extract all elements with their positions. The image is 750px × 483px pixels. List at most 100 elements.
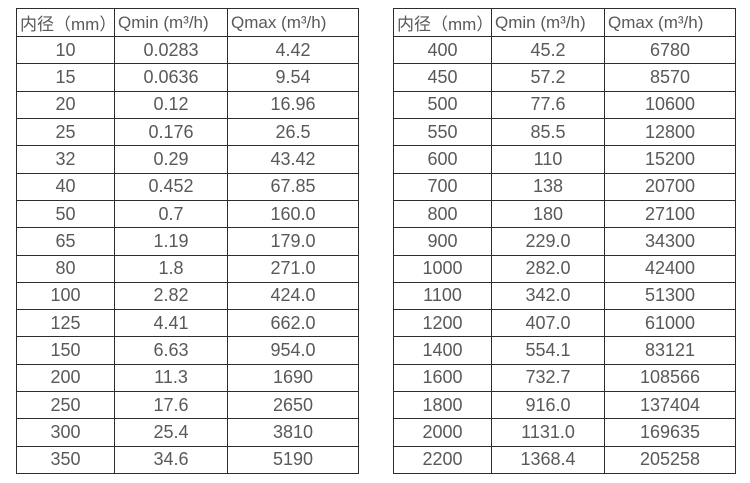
table-row: 400 45.2 6780 [393,35,736,65]
table-row: 125 4.41 662.0 [16,309,359,338]
qmin-cell: 342.0 [491,281,605,311]
diameter-cell: 300 [16,418,115,447]
diameter-cell: 2000 [393,418,492,447]
qmin-cell: 0.0283 [114,35,228,65]
table-row: 1200 407.0 61000 [393,309,736,338]
header-diameter: 内径（mm） [393,8,492,37]
header-qmin: Qmin (m³/h) [491,8,605,37]
qmax-cell: 424.0 [227,281,359,311]
flow-rate-tables: 内径（mm） Qmin (m³/h) Qmax (m³/h) 10 0.0283 4… [16,8,736,475]
qmin-cell: 732.7 [491,363,605,393]
qmin-cell: 77.6 [491,90,605,119]
table-row: 800 180 27100 [393,199,736,229]
diameter-cell: 450 [393,63,492,92]
qmin-cell: 138 [491,172,605,201]
table-row: 1800 916.0 137404 [393,391,736,420]
diameter-cell: 800 [393,199,492,229]
qmax-cell: 42400 [604,254,736,283]
qmin-cell: 1.8 [114,254,228,283]
table-row: 2200 1368.4 205258 [393,445,736,475]
qmin-cell: 25.4 [114,418,228,447]
table-row: 700 138 20700 [393,172,736,201]
diameter-cell: 65 [16,227,115,256]
qmin-cell: 407.0 [491,309,605,338]
diameter-cell: 50 [16,199,115,229]
qmax-cell: 1690 [227,363,359,393]
qmax-cell: 43.42 [227,145,359,174]
qmax-cell: 15200 [604,145,736,174]
qmax-cell: 271.0 [227,254,359,283]
table-row: 15 0.0636 9.54 [16,63,359,92]
qmin-cell: 85.5 [491,117,605,147]
diameter-cell: 150 [16,336,115,365]
table-row: 32 0.29 43.42 [16,145,359,174]
qmax-cell: 61000 [604,309,736,338]
table-row: 2000 1131.0 169635 [393,418,736,447]
qmax-cell: 51300 [604,281,736,311]
qmin-cell: 229.0 [491,227,605,256]
qmax-cell: 6780 [604,35,736,65]
header-row: 内径（mm） Qmin (m³/h) Qmax (m³/h) [393,8,736,37]
table-row: 25 0.176 26.5 [16,117,359,147]
qmax-cell: 12800 [604,117,736,147]
diameter-cell: 1000 [393,254,492,283]
diameter-cell: 20 [16,90,115,119]
diameter-cell: 125 [16,309,115,338]
diameter-cell: 15 [16,63,115,92]
qmin-cell: 34.6 [114,445,228,475]
diameter-cell: 1200 [393,309,492,338]
diameter-cell: 40 [16,172,115,201]
table-row: 65 1.19 179.0 [16,227,359,256]
diameter-cell: 400 [393,35,492,65]
table-row: 550 85.5 12800 [393,117,736,147]
diameter-cell: 100 [16,281,115,311]
flow-table-left: 内径（mm） Qmin (m³/h) Qmax (m³/h) 10 0.0283 4… [16,8,359,475]
diameter-cell: 700 [393,172,492,201]
diameter-cell: 1400 [393,336,492,365]
diameter-cell: 2200 [393,445,492,475]
flow-table-right: 内径（mm） Qmin (m³/h) Qmax (m³/h) 400 45.2 67… [393,8,736,475]
header-diameter: 内径（mm） [16,8,115,37]
qmax-cell: 179.0 [227,227,359,256]
table-row: 1400 554.1 83121 [393,336,736,365]
qmax-cell: 8570 [604,63,736,92]
diameter-cell: 1100 [393,281,492,311]
qmin-cell: 110 [491,145,605,174]
qmin-cell: 180 [491,199,605,229]
qmax-cell: 169635 [604,418,736,447]
qmin-cell: 45.2 [491,35,605,65]
qmin-cell: 11.3 [114,363,228,393]
diameter-cell: 550 [393,117,492,147]
qmax-cell: 5190 [227,445,359,475]
qmin-cell: 0.29 [114,145,228,174]
qmax-cell: 34300 [604,227,736,256]
diameter-cell: 10 [16,35,115,65]
diameter-cell: 500 [393,90,492,119]
diameter-cell: 250 [16,391,115,420]
table-row: 600 110 15200 [393,145,736,174]
qmax-cell: 954.0 [227,336,359,365]
qmax-cell: 26.5 [227,117,359,147]
qmax-cell: 9.54 [227,63,359,92]
qmax-cell: 16.96 [227,90,359,119]
qmax-cell: 205258 [604,445,736,475]
table-row: 100 2.82 424.0 [16,281,359,311]
table-row: 1100 342.0 51300 [393,281,736,311]
qmax-cell: 67.85 [227,172,359,201]
header-qmax: Qmax (m³/h) [227,8,359,37]
qmin-cell: 0.176 [114,117,228,147]
qmax-cell: 662.0 [227,309,359,338]
qmin-cell: 282.0 [491,254,605,283]
table-row: 50 0.7 160.0 [16,199,359,229]
qmin-cell: 17.6 [114,391,228,420]
qmax-cell: 108566 [604,363,736,393]
qmin-cell: 6.63 [114,336,228,365]
qmin-cell: 1131.0 [491,418,605,447]
qmax-cell: 2650 [227,391,359,420]
qmin-cell: 1.19 [114,227,228,256]
qmax-cell: 10600 [604,90,736,119]
qmin-cell: 0.452 [114,172,228,201]
table-row: 200 11.3 1690 [16,363,359,393]
table-row: 250 17.6 2650 [16,391,359,420]
diameter-cell: 80 [16,254,115,283]
